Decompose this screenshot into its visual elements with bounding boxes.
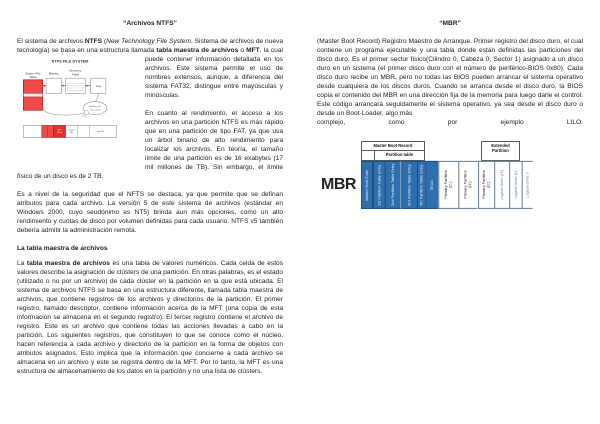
svg-text:Table: Table <box>72 72 80 76</box>
svg-text:Bitmap: Bitmap <box>49 71 59 75</box>
svg-text:Log: Log <box>96 84 101 88</box>
svg-text:Log File: Log File <box>97 131 104 133</box>
svg-text:Windows NT: Windows NT <box>89 106 102 108</box>
svg-text:Master: Master <box>69 128 75 131</box>
svg-text:Table: Table <box>29 75 37 79</box>
svg-text:User Code: User Code <box>90 108 101 111</box>
svg-text:Mirror: Mirror <box>57 132 62 134</box>
svg-text:File: File <box>70 132 73 134</box>
svg-text:NTFS FILE SYSTEM: NTFS FILE SYSTEM <box>52 58 89 63</box>
